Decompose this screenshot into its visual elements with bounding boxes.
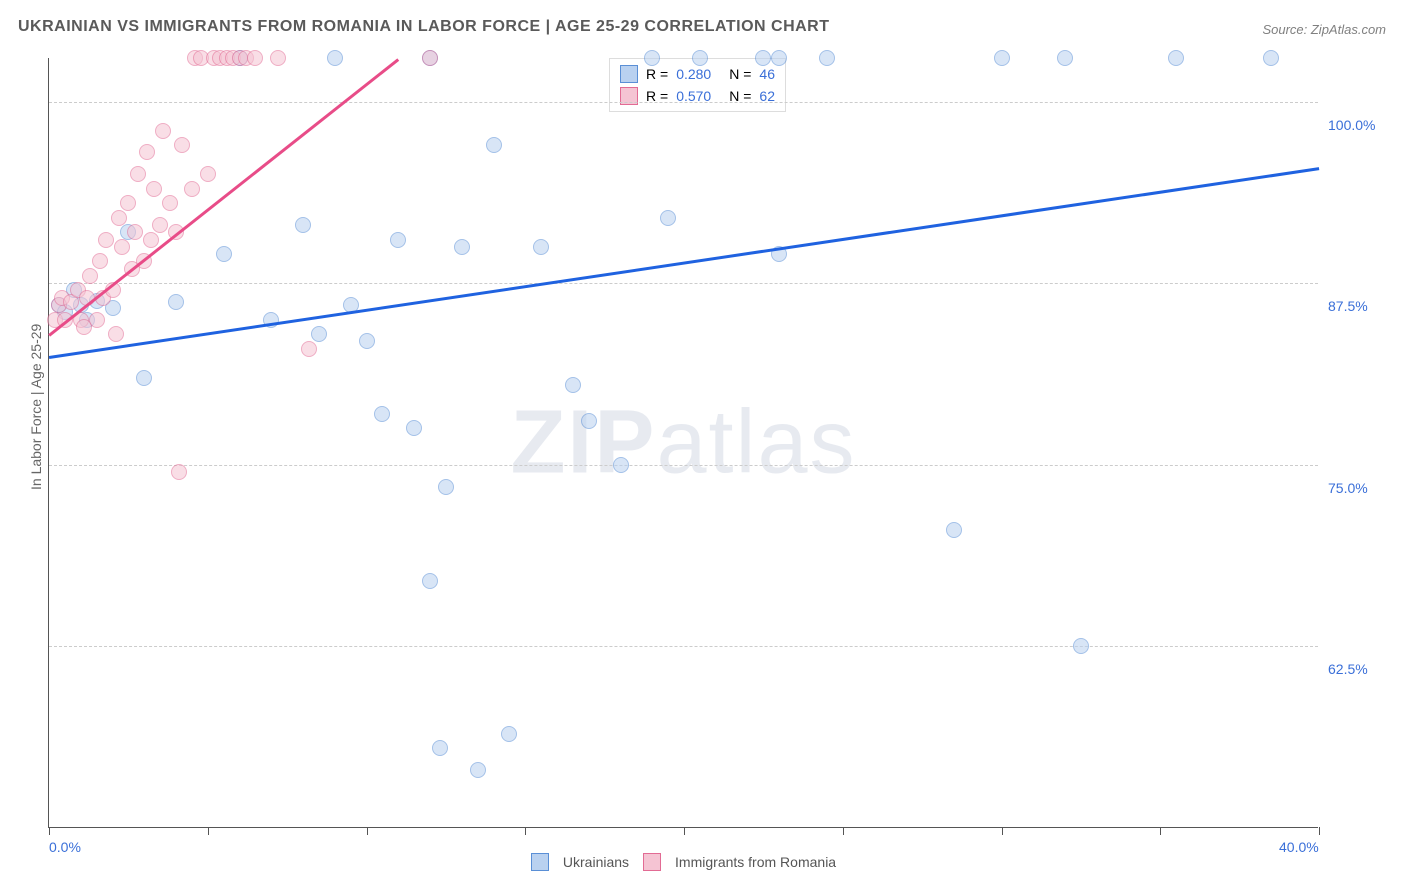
x-tick (843, 827, 844, 835)
scatter-point (406, 420, 422, 436)
watermark-zip: ZIP (510, 392, 656, 492)
y-tick-label: 100.0% (1328, 117, 1388, 133)
trend-line (49, 167, 1319, 358)
scatter-point (155, 123, 171, 139)
scatter-point (168, 294, 184, 310)
scatter-point (771, 50, 787, 66)
scatter-plot-area: ZIPatlas R = 0.280 N = 46 R = 0.570 N = … (48, 58, 1318, 828)
x-tick (367, 827, 368, 835)
scatter-point (174, 137, 190, 153)
legend-row-ukrainians: R = 0.280 N = 46 (620, 63, 775, 85)
gridline-horizontal (49, 102, 1318, 103)
y-tick-label: 87.5% (1328, 298, 1388, 314)
gridline-horizontal (49, 465, 1318, 466)
scatter-point (82, 268, 98, 284)
legend-label-romania: Immigrants from Romania (675, 854, 836, 870)
gridline-horizontal (49, 646, 1318, 647)
legend-label-ukrainians: Ukrainians (563, 854, 629, 870)
x-tick (208, 827, 209, 835)
scatter-point (108, 326, 124, 342)
scatter-point (422, 573, 438, 589)
scatter-point (327, 50, 343, 66)
scatter-point (692, 50, 708, 66)
source-attribution: Source: ZipAtlas.com (1262, 22, 1386, 37)
watermark-text: ZIPatlas (510, 391, 856, 494)
scatter-point (92, 253, 108, 269)
r-value-ukrainians: 0.280 (676, 66, 711, 82)
scatter-point (216, 246, 232, 262)
x-tick (1160, 827, 1161, 835)
scatter-point (89, 312, 105, 328)
scatter-point (120, 195, 136, 211)
scatter-point (581, 413, 597, 429)
scatter-point (486, 137, 502, 153)
scatter-point (565, 377, 581, 393)
scatter-point (139, 144, 155, 160)
scatter-point (130, 166, 146, 182)
scatter-point (755, 50, 771, 66)
swatch-ukrainians-icon (531, 853, 549, 871)
y-tick-label: 75.0% (1328, 480, 1388, 496)
scatter-point (819, 50, 835, 66)
watermark-atlas: atlas (656, 392, 856, 492)
scatter-point (127, 224, 143, 240)
scatter-point (359, 333, 375, 349)
scatter-point (422, 50, 438, 66)
scatter-point (111, 210, 127, 226)
scatter-point (311, 326, 327, 342)
x-tick (684, 827, 685, 835)
scatter-point (295, 217, 311, 233)
scatter-point (301, 341, 317, 357)
x-tick (49, 827, 50, 835)
scatter-point (143, 232, 159, 248)
scatter-point (533, 239, 549, 255)
scatter-point (136, 370, 152, 386)
scatter-point (200, 166, 216, 182)
swatch-ukrainians-icon (620, 65, 638, 83)
scatter-point (1263, 50, 1279, 66)
scatter-point (1168, 50, 1184, 66)
scatter-point (184, 181, 200, 197)
scatter-point (98, 232, 114, 248)
scatter-point (247, 50, 263, 66)
x-tick-label: 0.0% (49, 839, 81, 855)
scatter-point (162, 195, 178, 211)
n-label: N = (729, 66, 751, 82)
x-tick (1319, 827, 1320, 835)
trend-line (48, 58, 399, 336)
legend-row-romania: R = 0.570 N = 62 (620, 85, 775, 107)
scatter-point (501, 726, 517, 742)
correlation-legend: R = 0.280 N = 46 R = 0.570 N = 62 (609, 58, 786, 112)
scatter-point (152, 217, 168, 233)
scatter-point (114, 239, 130, 255)
scatter-point (438, 479, 454, 495)
scatter-point (374, 406, 390, 422)
scatter-point (270, 50, 286, 66)
gridline-horizontal (49, 283, 1318, 284)
swatch-romania-icon (643, 853, 661, 871)
series-legend: Ukrainians Immigrants from Romania (49, 853, 1318, 871)
scatter-point (390, 232, 406, 248)
n-value-ukrainians: 46 (759, 66, 775, 82)
y-tick-label: 62.5% (1328, 661, 1388, 677)
scatter-point (946, 522, 962, 538)
scatter-point (454, 239, 470, 255)
y-axis-label: In Labor Force | Age 25-29 (28, 324, 44, 490)
scatter-point (146, 181, 162, 197)
scatter-point (644, 50, 660, 66)
scatter-point (1073, 638, 1089, 654)
scatter-point (613, 457, 629, 473)
scatter-point (1057, 50, 1073, 66)
scatter-point (171, 464, 187, 480)
x-tick (525, 827, 526, 835)
scatter-point (660, 210, 676, 226)
scatter-point (470, 762, 486, 778)
r-label: R = (646, 66, 668, 82)
scatter-point (432, 740, 448, 756)
x-tick-label: 40.0% (1279, 839, 1319, 855)
chart-title: UKRAINIAN VS IMMIGRANTS FROM ROMANIA IN … (18, 18, 830, 36)
scatter-point (994, 50, 1010, 66)
x-tick (1002, 827, 1003, 835)
